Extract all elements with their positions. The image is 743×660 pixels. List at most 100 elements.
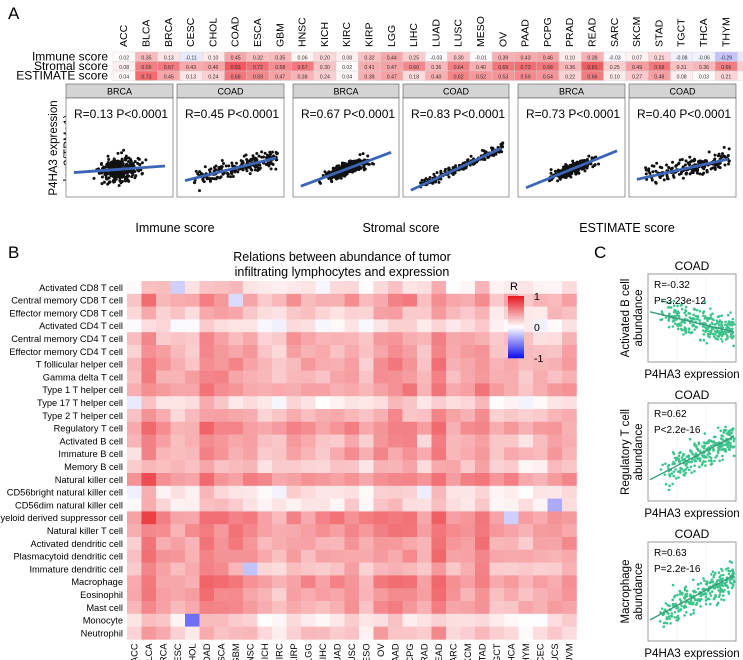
heatmap-cell <box>214 332 229 346</box>
heatmap-cell <box>460 588 476 602</box>
scatter-point <box>124 154 128 158</box>
heatmap-cell <box>199 357 215 371</box>
c-scatter-point <box>676 304 679 308</box>
cancer-col-label: PCPG <box>542 17 554 47</box>
c-scatter-point <box>726 566 730 570</box>
heatmap-cell <box>257 319 273 333</box>
heatmap-col-label: KIRC <box>274 643 284 660</box>
heatmap-cell <box>243 332 258 346</box>
heatmap-cell <box>228 473 244 487</box>
c-scatter-point <box>684 329 688 333</box>
heatmap-cell <box>533 281 548 295</box>
facet-stat-text: R=0.40 P<0.0001 <box>637 107 731 121</box>
heatmap-cell <box>315 370 331 384</box>
scatter-point <box>323 170 327 174</box>
scatter-point <box>677 161 681 165</box>
heatmap-cell <box>214 485 229 499</box>
heatmap-col-label: SKCM <box>463 643 473 660</box>
scatter-point <box>342 162 346 166</box>
scatter-point <box>717 152 721 156</box>
legend-gradient-step <box>508 331 524 334</box>
heatmap-cell <box>359 306 374 320</box>
heatmap-cell <box>330 396 345 410</box>
c-scatter-point <box>727 569 730 573</box>
scatter-point <box>491 146 495 150</box>
heatmap-cell <box>562 370 577 384</box>
heatmap-cell <box>170 421 186 435</box>
heatmap-cell <box>547 319 563 333</box>
heatmap-cell <box>127 524 142 538</box>
heatmap-cell <box>489 473 505 487</box>
legend-gradient-step <box>508 345 524 348</box>
scatter-point <box>585 166 589 170</box>
heatmap-cell <box>562 409 577 423</box>
heatmap-cell <box>344 498 360 512</box>
heatmap-cell <box>185 319 200 333</box>
scatter-point <box>420 178 424 182</box>
c-xlabel: P4HA3 expression <box>644 508 739 520</box>
score-cell-value: 0.47 <box>387 74 397 80</box>
c-scatter-point <box>702 329 705 332</box>
cancer-col-label: READ <box>586 17 598 47</box>
scatter-point <box>109 174 113 178</box>
legend-gradient-step <box>508 344 524 346</box>
heatmap-cell <box>243 511 258 525</box>
c-scatter-point <box>678 461 681 464</box>
heatmap-cell <box>460 524 476 538</box>
heatmap-cell <box>475 498 490 512</box>
heatmap-cell <box>272 396 287 410</box>
heatmap-cell <box>344 396 360 410</box>
heatmap-cell <box>417 421 432 435</box>
heatmap-cell <box>170 306 186 320</box>
c-scatter-point <box>728 433 732 437</box>
heatmap-cell <box>228 319 244 333</box>
scatter-point <box>98 171 102 175</box>
legend-gradient-step <box>508 347 524 349</box>
heatmap-cell <box>243 370 258 384</box>
c-scatter-point <box>696 314 700 318</box>
heatmap-cell <box>127 421 142 435</box>
c-scatter-point <box>699 605 702 608</box>
c-scatter-point <box>721 458 724 462</box>
heatmap-cell <box>518 421 534 435</box>
c-scatter-point <box>703 432 707 435</box>
scatter-point <box>253 168 257 172</box>
scatter-point <box>119 181 123 185</box>
heatmap-row-label: Memory B cell <box>64 462 123 472</box>
score-cell-value: 0.10 <box>610 74 620 80</box>
heatmap-cell <box>388 293 403 307</box>
heatmap-cell <box>228 293 244 307</box>
c-ylabel-line2: abundance <box>633 424 645 481</box>
c-scatter-point <box>703 579 706 583</box>
heatmap-col-label: OV <box>376 643 386 657</box>
heatmap-cell <box>141 613 157 627</box>
heatmap-col-label: LUSC <box>347 643 357 660</box>
heatmap-cell <box>460 332 476 346</box>
scatter-point <box>196 172 200 176</box>
heatmap-cell <box>518 383 534 397</box>
heatmap-cell <box>243 613 258 627</box>
scatter-point <box>715 163 719 167</box>
scatter-point <box>203 165 207 169</box>
heatmap-cell <box>402 549 418 563</box>
scatter-point <box>114 177 118 181</box>
heatmap-cell <box>228 511 244 525</box>
heatmap-cell <box>199 447 215 461</box>
heatmap-cell <box>257 460 273 474</box>
c-scatter-point <box>672 474 675 478</box>
c-scatter-point <box>679 469 682 472</box>
score-cell-value: 0.35 <box>141 55 151 61</box>
c-scatter-point <box>727 572 731 576</box>
score-cell-value: -0.11 <box>185 55 197 61</box>
heatmap-cell <box>359 511 374 525</box>
legend-gradient-step <box>508 353 524 356</box>
scatter-point <box>207 177 211 181</box>
scatter-point <box>201 178 205 182</box>
legend-gradient-step <box>508 337 524 340</box>
c-scatter-point <box>672 299 676 303</box>
heatmap-cell <box>185 293 200 307</box>
heatmap-cell <box>460 434 476 448</box>
heatmap-cell <box>446 485 461 499</box>
heatmap-cell <box>272 601 287 615</box>
c-scatter-point <box>710 459 713 463</box>
